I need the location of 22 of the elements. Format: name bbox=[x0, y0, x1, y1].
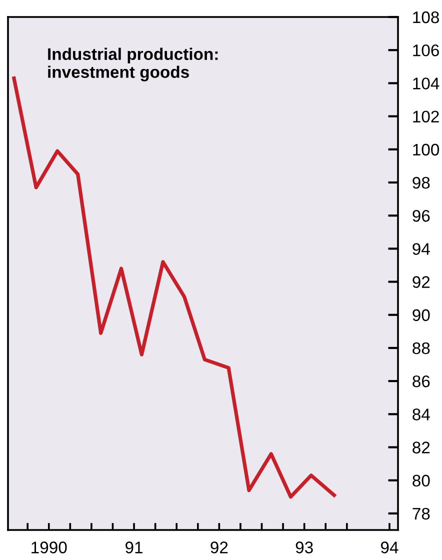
y-tick-label: 82 bbox=[412, 442, 430, 454]
y-tick-label: 90 bbox=[412, 309, 430, 322]
y-tick-label: 86 bbox=[412, 375, 430, 388]
y-tick-label: 94 bbox=[412, 243, 430, 255]
x-tick-label: 1990 bbox=[32, 542, 67, 554]
y-tick-label: 102 bbox=[413, 110, 439, 122]
x-tick-label: 92 bbox=[210, 542, 228, 554]
y-tick-label: 84 bbox=[412, 408, 430, 420]
y-tick-label: 80 bbox=[412, 474, 430, 487]
y-tick-label: 106 bbox=[413, 44, 439, 56]
y-tick-label: 98 bbox=[412, 176, 430, 189]
y-tick-label: 100 bbox=[413, 144, 440, 156]
x-tick-label: 94 bbox=[381, 542, 398, 554]
text: Industrial production: investment goods bbox=[48, 48, 218, 82]
x-tick-label: 91 bbox=[126, 542, 142, 554]
y-tick-label: 96 bbox=[412, 210, 430, 222]
y-tick-label: 108 bbox=[413, 11, 439, 24]
x-tick-label: 93 bbox=[296, 542, 313, 554]
y-tick-label: 88 bbox=[412, 342, 430, 354]
y-tick-label: 92 bbox=[412, 276, 430, 288]
y-tick-label: 104 bbox=[413, 78, 440, 90]
y-tick-label: 78 bbox=[412, 508, 430, 520]
